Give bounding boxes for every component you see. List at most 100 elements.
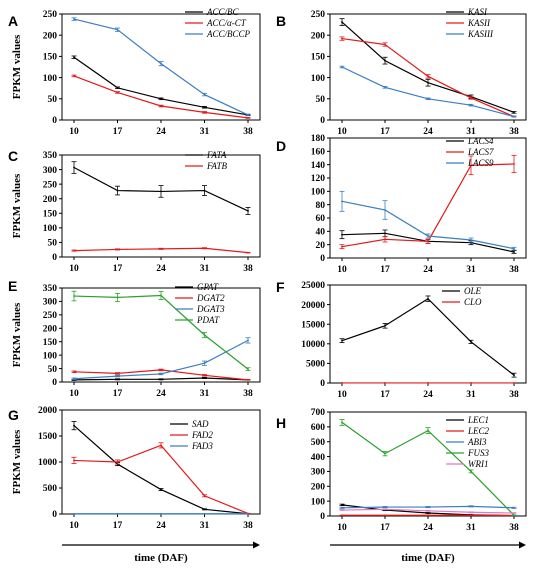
y-tick-label: 350 [43, 284, 58, 294]
series-line [73, 444, 249, 515]
series-fatb [71, 247, 251, 254]
legend-label: SAD [192, 419, 209, 429]
x-axis-label: time (DAF) [401, 552, 455, 564]
data-point [73, 166, 75, 169]
x-tick-label: 17 [380, 523, 390, 533]
data-point [513, 163, 515, 165]
data-point [513, 514, 515, 517]
data-point [470, 511, 472, 514]
y-tick-label: 60 [316, 214, 326, 224]
x-tick-label: 38 [243, 127, 253, 137]
y-tick-label: 500 [43, 484, 58, 494]
data-point [116, 296, 119, 299]
y-tick-label: 100 [311, 497, 326, 507]
panel-letter: F [276, 279, 285, 295]
x-tick-label: 38 [509, 265, 519, 275]
panel-a: A 0 50 100 150 200 250 10 17 24 31 38 FPKM values ACC… [8, 7, 261, 137]
legend-label: ACC/BC [206, 7, 240, 17]
data-point [470, 514, 472, 517]
data-point [427, 240, 429, 243]
series-kasii [339, 36, 517, 118]
legend-label: GPAT [197, 282, 219, 292]
y-tick-label: 20000 [301, 301, 325, 311]
series-dgat3 [71, 337, 251, 380]
y-tick-label: 120 [311, 174, 326, 184]
x-tick-label: 38 [509, 523, 519, 533]
series-fus3 [339, 419, 517, 517]
data-point [513, 506, 515, 509]
series-kasiii [339, 65, 517, 118]
y-tick-label: 20 [316, 241, 326, 251]
x-tick-label: 17 [113, 389, 123, 399]
panel-g: G 0 500 1000 1500 2000 10 17 24 31 38 FPKM values SA… [8, 406, 261, 531]
legend-label: LACS7 [467, 147, 494, 157]
panel-c: C 0 50 100 150 200 250 300 350 10 17 24 31 38 FPKM val… [8, 148, 261, 274]
y-axis-label: FPKM values [11, 302, 23, 367]
x-tick-label: 38 [509, 390, 519, 400]
legend-label: FAD3 [191, 441, 213, 451]
y-tick-label: 250 [311, 10, 326, 20]
data-point [470, 470, 472, 473]
data-point [160, 294, 162, 297]
data-point [470, 97, 472, 99]
x-tick-label: 24 [156, 521, 166, 531]
data-point [73, 18, 75, 20]
data-point [160, 373, 162, 375]
y-tick-label: 50 [48, 239, 58, 249]
data-point [247, 210, 249, 212]
y-tick-label: 10000 [301, 340, 325, 350]
y-tick-label: 0 [52, 510, 57, 520]
y-tick-label: 50 [316, 95, 326, 105]
series-line [73, 75, 249, 119]
x-tick-label: 24 [423, 127, 433, 137]
data-point [513, 247, 515, 250]
data-point [116, 512, 119, 515]
data-point [470, 382, 472, 384]
data-point [73, 75, 75, 77]
data-point [116, 86, 119, 89]
data-point [427, 297, 429, 300]
panel-letter: B [276, 13, 286, 29]
data-point [384, 514, 386, 517]
y-tick-label: 100 [43, 351, 58, 361]
legend-label: OLE [464, 286, 482, 296]
data-point [427, 509, 429, 512]
y-tick-label: 600 [311, 423, 326, 433]
panel-b: B 0 50 100 150 200 250 10 17 24 31 38 KASIKASIIKASII… [276, 7, 527, 137]
data-point [160, 512, 162, 515]
panel-letter: G [8, 407, 19, 423]
x-tick-label: 17 [113, 127, 123, 137]
x-tick-label: 10 [337, 390, 347, 400]
data-point [341, 233, 343, 236]
data-point [341, 245, 343, 248]
data-point [341, 66, 343, 68]
plot-frame [61, 409, 261, 515]
data-point [427, 235, 429, 237]
time-arrow-head [519, 541, 526, 549]
data-point [116, 461, 119, 463]
x-tick-label: 31 [200, 389, 210, 399]
legend-label: PDAT [196, 315, 220, 325]
y-tick-label: 0 [52, 116, 57, 126]
data-point [384, 382, 386, 384]
data-point [470, 239, 472, 241]
data-point [513, 251, 515, 253]
y-tick-label: 350 [43, 151, 58, 161]
panel-letter: H [276, 415, 286, 431]
legend-label: FATA [206, 150, 227, 160]
data-point [384, 59, 386, 62]
data-point [513, 512, 515, 514]
y-tick-label: 200 [43, 31, 58, 41]
data-point [116, 375, 119, 377]
data-point [384, 232, 386, 235]
x-tick-label: 31 [466, 265, 476, 275]
data-point [341, 506, 343, 509]
data-point [203, 247, 206, 250]
series-sad [71, 421, 251, 515]
series-kasi [339, 18, 517, 114]
y-tick-label: 700 [311, 408, 326, 418]
data-point [341, 382, 343, 384]
y-tick-label: 180 [311, 134, 326, 144]
